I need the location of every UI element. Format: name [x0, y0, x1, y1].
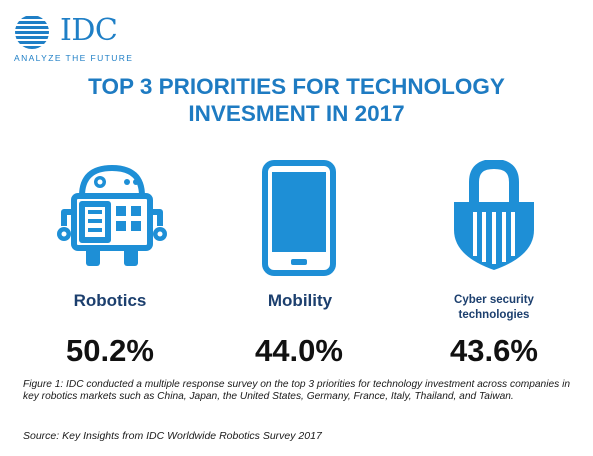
- source-note: Source: Key Insights from IDC Worldwide …: [23, 430, 322, 442]
- cyber-security-label: Cyber security technologies: [419, 293, 569, 323]
- mobility-value: 44.0%: [255, 333, 343, 368]
- page-title: TOP 3 PRIORITIES FOR TECHNOLOGY INVESMEN…: [0, 73, 593, 127]
- title-line-2: INVESMENT IN 2017: [188, 101, 405, 126]
- globe-icon: [15, 16, 49, 49]
- logo-wordmark: IDC: [60, 13, 118, 48]
- title-line-1: TOP 3 PRIORITIES FOR TECHNOLOGY: [88, 74, 505, 99]
- cyber-security-label-line-2: technologies: [458, 309, 530, 321]
- robotics-value: 50.2%: [66, 333, 154, 368]
- idc-logo: IDC ANALYZE THE FUTURE: [14, 12, 144, 64]
- smartphone-icon: [261, 160, 337, 276]
- robot-icon: [52, 160, 172, 272]
- cyber-security-label-line-1: Cyber security: [454, 294, 534, 306]
- cyber-security-value: 43.6%: [450, 333, 538, 368]
- robotics-label: Robotics: [73, 291, 147, 310]
- shield-lock-icon: [446, 160, 542, 272]
- logo-tagline: ANALYZE THE FUTURE: [14, 53, 134, 63]
- figure-caption: Figure 1: IDC conducted a multiple respo…: [23, 379, 571, 403]
- mobility-label: Mobility: [267, 291, 333, 310]
